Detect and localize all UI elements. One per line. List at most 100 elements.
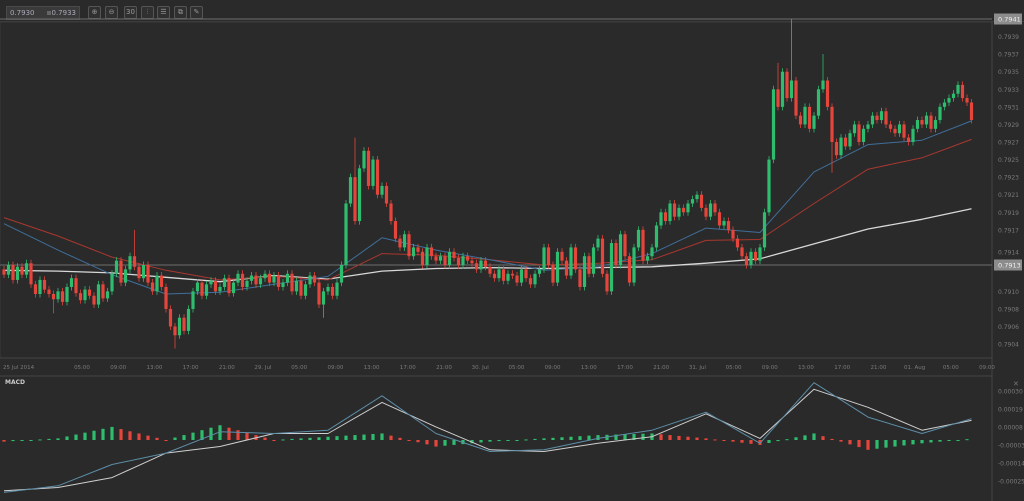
candle-body <box>654 225 659 248</box>
macd-histogram-bar <box>830 438 834 440</box>
candle <box>960 81 965 102</box>
candle <box>632 243 636 287</box>
candle <box>785 68 789 102</box>
candle <box>713 199 717 216</box>
candle-body <box>798 115 803 125</box>
candle <box>240 270 245 291</box>
candle <box>123 265 128 287</box>
candle <box>330 283 335 300</box>
candle <box>893 125 897 137</box>
candle-body <box>938 106 942 121</box>
macd-histogram-bar <box>506 440 510 441</box>
candle-body <box>384 185 389 204</box>
macd-histogram-bar <box>515 440 519 441</box>
candle <box>452 248 456 262</box>
macd-histogram-bar <box>857 440 861 448</box>
candle <box>618 230 623 269</box>
candle-body <box>416 247 420 252</box>
timeframe-icon[interactable]: 30 <box>124 6 137 19</box>
candle <box>578 265 582 291</box>
macd-histogram-bar <box>677 435 681 440</box>
candle <box>681 204 686 216</box>
candle <box>573 243 578 273</box>
candle <box>695 191 699 203</box>
macd-histogram-bar <box>452 440 456 445</box>
macd-histogram-bar <box>119 429 123 440</box>
candle <box>506 270 510 285</box>
candle-body <box>722 221 726 226</box>
candle <box>555 248 560 287</box>
candle <box>299 277 303 300</box>
candle-body <box>704 207 708 217</box>
price-tick-label: 0.7921 <box>998 192 1019 199</box>
candle <box>236 270 240 287</box>
chart-type-icon[interactable]: ⫶ <box>141 6 154 19</box>
candle-body <box>438 256 443 261</box>
candle <box>780 68 785 111</box>
macd-histogram-bar <box>812 433 816 440</box>
candle-body <box>294 280 299 292</box>
candle-body <box>317 282 321 305</box>
macd-histogram-bar <box>767 440 771 443</box>
candle-body <box>245 280 249 287</box>
candle-body <box>312 275 317 283</box>
candle-body <box>551 264 555 283</box>
candle-body <box>839 137 843 156</box>
candle <box>285 270 290 287</box>
candle-body <box>249 275 254 281</box>
macd-histogram-bar <box>560 437 564 440</box>
macd-histogram-bar <box>893 440 897 447</box>
candle-body <box>128 256 132 270</box>
candle <box>303 280 308 300</box>
time-tick-label: 13:00 <box>146 365 162 371</box>
candle <box>87 286 92 300</box>
candle <box>722 217 726 229</box>
candle <box>749 248 753 269</box>
macd-histogram-bar <box>839 440 843 442</box>
candle-body <box>87 289 92 296</box>
candle <box>965 94 969 106</box>
candle <box>47 286 51 298</box>
candle <box>929 112 933 133</box>
candle-body <box>195 282 200 292</box>
candle-body <box>542 247 546 270</box>
candle-body <box>281 282 285 287</box>
candle-body <box>848 133 852 147</box>
candle-body <box>807 106 812 129</box>
macd-tick-label: 0.00019 <box>998 406 1023 413</box>
macd-histogram-bar <box>632 434 636 440</box>
candle <box>911 125 915 146</box>
candle-body <box>335 282 339 296</box>
high-price-line-label-box <box>994 13 1022 25</box>
candle <box>551 261 555 287</box>
macd-histogram-bar <box>20 440 24 441</box>
candle-body <box>240 273 245 287</box>
candle-body <box>420 251 425 265</box>
candle <box>218 283 222 295</box>
candle-body <box>204 284 209 296</box>
candle-body <box>915 120 920 129</box>
candle-body <box>308 275 312 285</box>
candle-body <box>398 238 402 248</box>
candle-body <box>821 80 825 90</box>
candle-body <box>645 256 650 261</box>
macd-close-icon[interactable]: ✕ <box>1013 380 1019 388</box>
candle <box>2 265 6 279</box>
candle-body <box>267 273 272 283</box>
candle <box>33 280 38 298</box>
candle <box>164 283 168 313</box>
candle <box>222 274 227 291</box>
price-tick-label: 0.7908 <box>998 306 1019 313</box>
candle-body <box>141 264 146 279</box>
candle <box>186 305 191 335</box>
candle-body <box>456 257 461 265</box>
candle-body <box>911 128 915 142</box>
candle-body <box>600 238 605 274</box>
macd-histogram-bar <box>290 438 294 440</box>
candle <box>668 199 672 225</box>
candle-body <box>213 280 218 292</box>
macd-histogram-bar <box>947 440 951 441</box>
macd-histogram-bar <box>533 438 537 440</box>
candle-body <box>114 260 119 274</box>
